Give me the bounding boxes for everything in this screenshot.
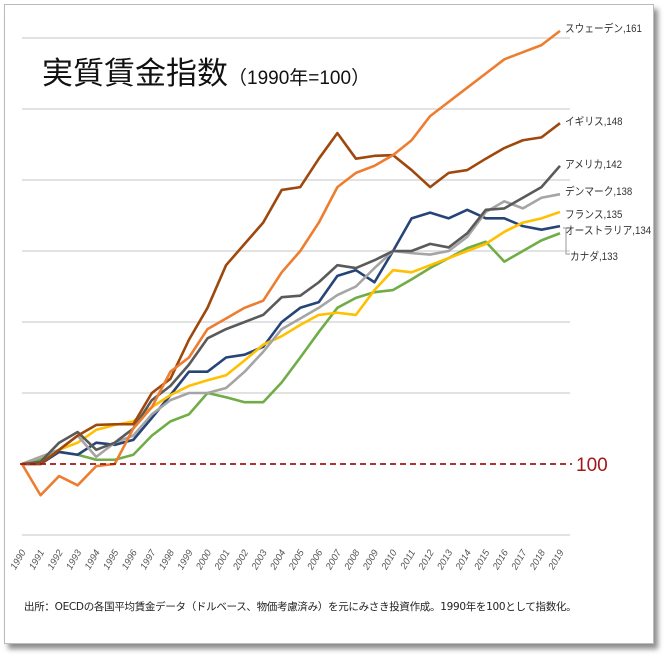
x-tick-label: 2018 — [527, 547, 548, 572]
x-tick-label: 2008 — [342, 547, 363, 572]
x-tick-label: 2007 — [323, 547, 344, 572]
x-tick-label: 2017 — [509, 547, 530, 572]
x-tick-label: 1994 — [83, 548, 103, 572]
x-tick-label: 1992 — [46, 547, 66, 571]
data-label: デンマーク,138 — [565, 184, 632, 198]
data-label: カナダ,133 — [570, 249, 618, 263]
series-line-アメリカ — [21, 164, 561, 466]
leader-line — [563, 227, 570, 255]
x-tick-label: 2002 — [231, 547, 252, 572]
source-note: 出所：OECDの各国平均賃金データ（ドルベース、物価考慮済み）を元にみさき投資作… — [24, 601, 577, 613]
x-tick-label: 2012 — [416, 547, 437, 572]
x-tick-label: 1993 — [64, 547, 84, 571]
x-tick-label: 1997 — [138, 547, 158, 571]
title-sub: （1990年=100） — [228, 68, 371, 89]
baseline-label: 100 — [576, 455, 608, 476]
x-tick-label: 2005 — [286, 547, 307, 572]
x-tick-label: 1996 — [120, 547, 140, 571]
x-tick-label: 1995 — [101, 547, 121, 571]
x-tick-label: 2000 — [194, 547, 215, 572]
x-tick-label: 2016 — [490, 547, 511, 572]
chart-title: 実質賃金指数（1990年=100） — [42, 48, 370, 93]
series-line-イギリス — [22, 122, 561, 466]
x-tick-label: 1991 — [27, 548, 47, 572]
x-tick-label: 2013 — [435, 547, 456, 572]
x-tick-label: 2015 — [472, 547, 493, 572]
data-label: オーストラリア,134 — [565, 224, 651, 237]
data-label: アメリカ,142 — [565, 158, 622, 171]
x-tick-label: 2001 — [212, 548, 233, 573]
x-tick-label: 2009 — [360, 547, 381, 572]
chart-frame — [4, 4, 654, 644]
x-tick-label: 1990 — [9, 547, 29, 571]
x-tick-label: 2010 — [379, 547, 400, 572]
series-line-フランス — [21, 210, 561, 466]
series-line-カナダ — [21, 232, 561, 466]
data-label: イギリス,148 — [565, 115, 623, 128]
x-tick-label: 2011 — [398, 548, 418, 572]
title-main: 実質賃金指数 — [42, 56, 228, 92]
data-label: フランス,135 — [565, 208, 623, 221]
x-tick-label: 2014 — [453, 548, 474, 573]
x-tick-label: 1999 — [175, 547, 195, 571]
x-tick-label: 1998 — [157, 547, 177, 571]
x-tick-label: 2004 — [268, 548, 289, 573]
x-tick-label: 2006 — [305, 547, 326, 572]
x-tick-label: 2003 — [249, 547, 270, 572]
x-tick-label: 2019 — [546, 547, 567, 572]
data-label: スウェーデン,161 — [565, 21, 642, 35]
